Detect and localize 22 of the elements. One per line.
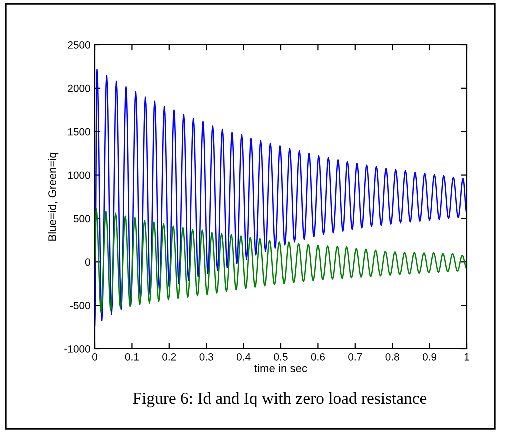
x-axis-title: time in sec	[254, 364, 308, 372]
y-tick-label: -1000	[64, 346, 90, 353]
y-tick-label: 2500	[68, 42, 90, 49]
y-tick-label: 2000	[68, 84, 90, 92]
x-tick-label: 0.8	[386, 353, 400, 361]
x-tick-label: 0.9	[422, 353, 437, 361]
y-axis-title: Blue=id, Green=iq	[48, 152, 59, 241]
x-tick-label: 0.3	[200, 353, 214, 361]
x-tick-label: 0.2	[162, 353, 176, 361]
x-tick-label: 0.7	[348, 353, 362, 361]
y-tick-label: 1500	[68, 128, 90, 136]
y-tick-label: 1000	[68, 172, 90, 180]
x-tick-label: 0.1	[125, 353, 139, 361]
y-tick-label: -500	[70, 302, 90, 310]
x-tick-label: 0	[92, 353, 98, 361]
x-tick-label: 1	[464, 354, 470, 361]
y-tick-label: 500	[74, 215, 90, 223]
x-tick-label: 0.5	[274, 353, 288, 361]
caption: Figure 6: Id and Iq with zero load resistance	[133, 392, 427, 408]
x-tick-label: 0.4	[236, 353, 251, 361]
y-tick-label: 0	[85, 258, 90, 266]
x-tick-label: 0.6	[311, 353, 325, 361]
